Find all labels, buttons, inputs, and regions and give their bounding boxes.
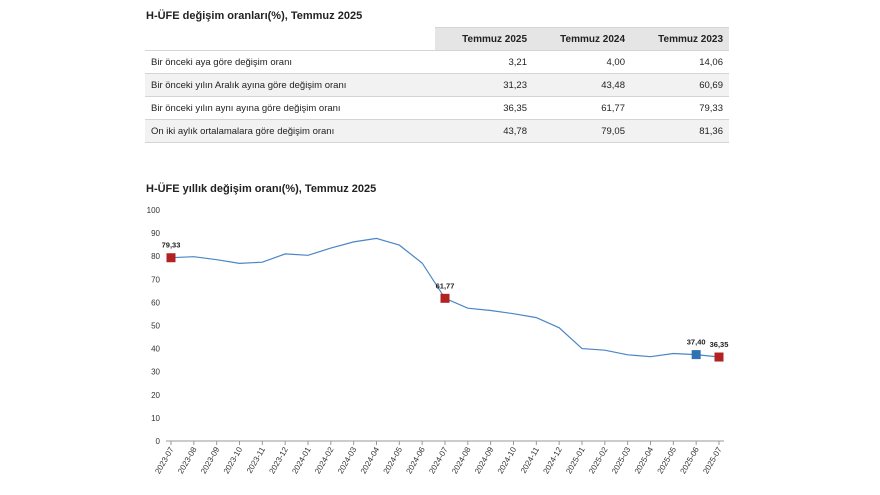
cell-value: 31,23: [435, 73, 533, 97]
row-label: Bir önceki yılın Aralık ayına göre değiş…: [145, 73, 435, 97]
y-tick-label: 100: [147, 206, 161, 215]
x-tick-label: 2025-02: [587, 445, 610, 475]
table-row: Bir önceki aya göre değişim oranı 3,21 4…: [145, 50, 729, 74]
row-label: Bir önceki yılın aynı ayına göre değişim…: [145, 96, 435, 120]
table-header-temmuz-2024: Temmuz 2024: [533, 27, 631, 51]
y-tick-label: 70: [151, 275, 160, 284]
x-tick-label: 2024-06: [404, 445, 427, 475]
data-label: 37,40: [687, 338, 706, 347]
x-tick-label: 2024-05: [382, 445, 405, 475]
table-title: H-ÜFE değişim oranları(%), Temmuz 2025: [146, 10, 363, 22]
data-label: 36,35: [710, 340, 729, 349]
y-tick-label: 50: [151, 322, 160, 331]
x-tick-label: 2024-04: [359, 445, 382, 475]
x-tick-label: 2024-07: [427, 445, 450, 475]
chart-title: H-ÜFE yıllık değişim oranı(%), Temmuz 20…: [146, 183, 377, 195]
y-tick-label: 80: [151, 252, 160, 261]
rates-table: Temmuz 2025 Temmuz 2024 Temmuz 2023 Bir …: [145, 27, 729, 143]
cell-value: 43,78: [435, 119, 533, 143]
row-label: On iki aylık ortalamalara göre değişim o…: [145, 119, 435, 143]
cell-value: 4,00: [533, 50, 631, 74]
table-header-temmuz-2023: Temmuz 2023: [631, 27, 729, 51]
cell-value: 14,06: [631, 50, 729, 74]
x-tick-label: 2023-07: [153, 445, 176, 475]
cell-value: 79,05: [533, 119, 631, 143]
table-header-label: [145, 27, 435, 51]
x-tick-label: 2024-10: [496, 445, 519, 475]
y-tick-label: 10: [151, 414, 160, 423]
x-tick-label: 2023-08: [176, 445, 199, 475]
data-label: 79,33: [162, 241, 181, 250]
y-tick-label: 90: [151, 229, 160, 238]
table-header-row: Temmuz 2025 Temmuz 2024 Temmuz 2023: [145, 27, 729, 51]
y-axis: 0 10 20 30 40 50 60 70 80 90 100: [147, 206, 161, 446]
markers: 79,33 61,77 37,40 36,35: [162, 241, 729, 362]
x-tick-label: 2025-07: [701, 445, 724, 475]
x-tick-label: 2023-10: [222, 445, 245, 475]
x-tick-label: 2024-11: [519, 445, 541, 475]
cell-value: 81,36: [631, 119, 729, 143]
data-label: 61,77: [436, 281, 455, 290]
x-tick-label: 2023-11: [245, 445, 267, 475]
x-tick-label: 2023-09: [199, 445, 222, 475]
x-tick-label: 2024-03: [336, 445, 359, 475]
x-tick-label: 2024-12: [541, 445, 564, 475]
y-tick-label: 60: [151, 298, 160, 307]
data-point-marker: [166, 253, 176, 263]
x-tick-label: 2025-04: [633, 445, 656, 475]
y-tick-label: 30: [151, 368, 160, 377]
cell-value: 43,48: [533, 73, 631, 97]
cell-value: 60,69: [631, 73, 729, 97]
x-tick-label: 2024-09: [473, 445, 496, 475]
x-tick-label: 2024-08: [450, 445, 473, 475]
x-axis: 2023-07 2023-08 2023-09 2023-10 2023-11 2023-…: [153, 441, 724, 475]
data-point-marker: [691, 350, 701, 360]
data-point-marker: [714, 352, 724, 362]
data-point-marker: [440, 293, 450, 303]
x-tick-label: 2025-01: [564, 445, 587, 475]
y-tick-label: 40: [151, 345, 160, 354]
x-tick-label: 2025-05: [656, 445, 679, 475]
table-header-temmuz-2025: Temmuz 2025: [435, 27, 533, 51]
table-row: Bir önceki yılın aynı ayına göre değişim…: [145, 96, 729, 120]
x-tick-label: 2025-03: [610, 445, 633, 475]
cell-value: 79,33: [631, 96, 729, 120]
cell-value: 61,77: [533, 96, 631, 120]
x-tick-label: 2024-01: [290, 445, 313, 475]
y-tick-label: 0: [156, 437, 161, 446]
x-tick-label: 2025-06: [678, 445, 701, 475]
x-tick-label: 2023-12: [267, 445, 290, 475]
y-tick-label: 20: [151, 391, 160, 400]
cell-value: 3,21: [435, 50, 533, 74]
cell-value: 36,35: [435, 96, 533, 120]
table-row: On iki aylık ortalamalara göre değişim o…: [145, 119, 729, 143]
row-label: Bir önceki aya göre değişim oranı: [145, 50, 435, 74]
x-tick-label: 2024-02: [313, 445, 336, 475]
table-row: Bir önceki yılın Aralık ayına göre değiş…: [145, 73, 729, 97]
